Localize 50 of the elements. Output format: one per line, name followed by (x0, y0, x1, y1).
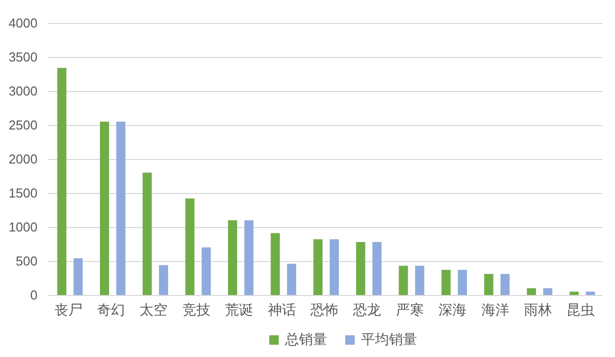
y-tick-label: 3000 (8, 84, 38, 98)
bar (116, 122, 126, 295)
y-tick-label: 1000 (8, 220, 38, 234)
y-tick-label: 1500 (8, 186, 38, 200)
bar (458, 270, 467, 295)
bar (356, 242, 366, 295)
bar (372, 242, 382, 295)
bar (415, 266, 424, 295)
x-tick-label: 深海 (438, 302, 467, 318)
legend-label: 总销量 (284, 331, 327, 347)
x-tick-label: 恐龙 (352, 302, 382, 318)
bar (586, 292, 596, 295)
bar (398, 266, 408, 295)
x-tick-label: 昆虫 (566, 302, 595, 318)
bar (74, 258, 83, 295)
bar (543, 288, 552, 295)
x-tick-label: 丧尸 (54, 302, 82, 318)
bar (100, 122, 110, 295)
x-tick-label: 奇幻 (97, 302, 126, 318)
bar (570, 292, 579, 295)
bar (313, 239, 323, 295)
bar (202, 247, 211, 295)
bar (484, 274, 494, 295)
y-tick-label: 3500 (8, 50, 38, 64)
x-tick-label: 神话 (268, 302, 296, 318)
bar (270, 233, 280, 295)
bar (441, 270, 451, 295)
bar (57, 68, 66, 295)
x-tick-label: 严寒 (396, 302, 424, 318)
y-tick-label: 2000 (8, 152, 38, 166)
x-tick-label: 荒诞 (225, 302, 254, 318)
y-tick-label: 500 (16, 254, 38, 268)
x-tick-label: 竞技 (182, 302, 210, 318)
y-tick-label: 2500 (8, 118, 38, 132)
x-tick-label: 海洋 (481, 302, 510, 318)
y-tick-label: 4000 (8, 16, 38, 30)
legend-label: 平均销量 (361, 331, 417, 347)
bar (142, 172, 152, 295)
bar (185, 198, 194, 295)
bar (287, 264, 296, 295)
bar (244, 220, 254, 295)
x-tick-label: 雨林 (524, 302, 552, 318)
y-tick-label: 0 (30, 288, 38, 302)
bar (158, 265, 168, 295)
x-tick-label: 恐怖 (310, 302, 338, 318)
bar (228, 220, 238, 295)
bar (500, 274, 510, 295)
bar (330, 239, 339, 295)
bar (526, 288, 536, 295)
x-tick-label: 太空 (140, 302, 168, 318)
